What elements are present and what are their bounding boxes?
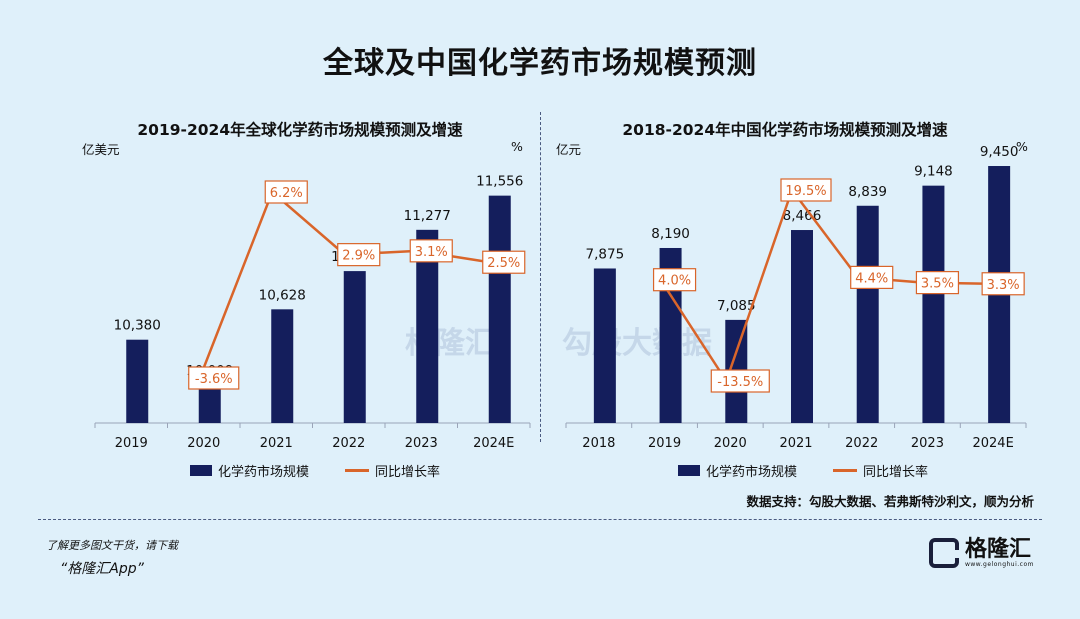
left-chart: 10,38010,00910,62810,94011,27711,5562019…: [94, 174, 531, 451]
brand-logo-group: 格隆汇 www.gelonghui.com: [928, 536, 1034, 568]
right-chart: 7,875 8,190 7,085 8,466 8,839 9,148 9,450 2018 2…: [565, 144, 1027, 451]
x-tick-label: 2020: [714, 436, 747, 451]
left-y-unit: 亿美元: [82, 142, 120, 157]
x-tick-label: 2019: [115, 436, 148, 451]
growth-label: 2.9%: [342, 249, 375, 264]
growth-label-box: [652, 268, 697, 292]
growth-label-box: [780, 178, 832, 202]
right-y-unit: 亿元: [556, 142, 582, 157]
bar: [126, 339, 149, 423]
legend-bar-label: 化学药市场规模: [218, 465, 310, 480]
growth-label: 19.5%: [785, 184, 826, 199]
x-tick-label: 2018: [582, 436, 615, 451]
bar-value-label: 8,839: [848, 184, 887, 200]
main-title: 全球及中国化学药市场规模预测: [323, 46, 757, 81]
bar-value-label: 11,277: [404, 208, 451, 224]
x-tick-label: 2023: [405, 436, 438, 451]
x-tick-label: 2024E: [972, 436, 1013, 451]
left-legend: 化学药市场规模 同比增长率: [190, 461, 440, 480]
footer-app-name: “格隆汇App”: [60, 561, 144, 577]
legend-bar-swatch: [678, 465, 700, 476]
left-chart-title: 2019-2024年全球化学药市场规模预测及增速: [137, 121, 463, 139]
watermark-source: 勾股大数据: [562, 326, 712, 361]
growth-label: -3.6%: [195, 372, 233, 387]
right-chart-title: 2018-2024年中国化学药市场规模预测及增速: [622, 121, 948, 139]
legend-line-swatch: [345, 469, 370, 472]
footer-note: 了解更多图文干货，请下载: [46, 539, 178, 552]
bar: [343, 271, 366, 423]
panel-divider: [540, 112, 541, 442]
growth-label: 4.4%: [855, 271, 888, 286]
x-tick-label: 2021: [260, 436, 293, 451]
bar: [198, 385, 221, 423]
growth-label: 3.3%: [987, 278, 1020, 293]
bar-value-label: 10,380: [114, 318, 161, 334]
bar: [488, 195, 511, 423]
bar: [271, 309, 294, 423]
x-tick-label: 2020: [187, 436, 220, 451]
brand-logo-icon: [928, 538, 959, 568]
legend-line-label: 同比增长率: [863, 465, 929, 480]
growth-label: 3.5%: [921, 277, 954, 292]
bar: [416, 229, 439, 423]
growth-label-box: [850, 265, 894, 289]
x-tick-label: 2023: [911, 436, 944, 451]
bar: [856, 205, 879, 423]
legend-line-label: 同比增长率: [375, 465, 441, 480]
growth-label: 2.5%: [487, 256, 520, 271]
brand-name: 格隆汇: [964, 536, 1031, 562]
growth-label: 3.1%: [415, 245, 448, 260]
bar: [593, 268, 616, 423]
growth-label: 4.0%: [658, 274, 691, 289]
x-tick-label: 2022: [845, 436, 878, 451]
brand-url: www.gelonghui.com: [964, 560, 1034, 568]
growth-label-box: [337, 243, 381, 267]
growth-label-box: [264, 180, 308, 204]
bar-value-label: 9,450: [980, 144, 1019, 160]
x-tick-label: 2021: [779, 436, 812, 451]
legend-line-swatch: [833, 469, 858, 472]
x-tick-label: 2022: [332, 436, 365, 451]
bar: [922, 185, 945, 423]
bar: [791, 230, 813, 423]
growth-label-box: [981, 272, 1025, 296]
bar-value-label: 8,190: [651, 226, 690, 242]
legend-bar-label: 化学药市场规模: [706, 465, 798, 480]
bar-value-label: 9,148: [914, 164, 953, 180]
growth-label-box: [409, 239, 453, 263]
bar-value-label: 11,556: [476, 174, 523, 190]
growth-label-box: [482, 250, 526, 274]
bar-value-label: 8,466: [783, 208, 822, 224]
bar: [659, 247, 682, 423]
legend-bar-swatch: [190, 465, 212, 476]
bar-value-label: 10,628: [259, 287, 306, 303]
left-y2-unit: %: [511, 139, 523, 154]
right-y2-unit: %: [1016, 139, 1028, 154]
growth-label: -13.5%: [717, 375, 763, 390]
growth-label: 6.2%: [270, 186, 303, 201]
footer-divider: [38, 519, 1042, 520]
bar-value-label: 7,875: [586, 246, 625, 262]
x-tick-label: 2019: [648, 436, 681, 451]
bar-value-label: 7,085: [717, 298, 756, 314]
data-source: 数据支持：勾股大数据、若弗斯特沙利文，顺为分析: [746, 494, 1034, 509]
right-legend: 化学药市场规模 同比增长率: [678, 461, 928, 480]
growth-label-box: [915, 271, 960, 295]
growth-label-box: [710, 369, 770, 393]
growth-label-box: [188, 366, 240, 390]
x-tick-label: 2024E: [473, 436, 514, 451]
